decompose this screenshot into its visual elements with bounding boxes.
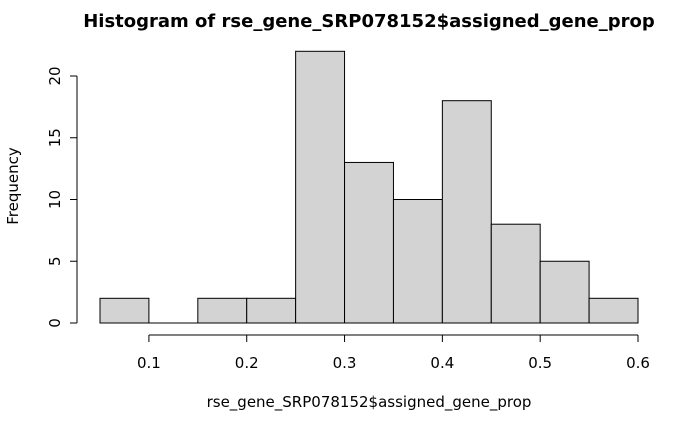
- y-tick-label-0: 0: [46, 318, 64, 328]
- x-axis-label: rse_gene_SRP078152$assigned_gene_prop: [207, 393, 532, 412]
- y-tick-label-2: 10: [46, 190, 64, 209]
- x-tick-label-5: 0.6: [626, 354, 650, 372]
- x-tick-label-1: 0.2: [235, 354, 259, 372]
- x-tick-label-3: 0.4: [430, 354, 454, 372]
- histogram-bar-9: [539, 260, 590, 324]
- y-tick-label-4: 20: [46, 66, 64, 85]
- x-tick-label-2: 0.3: [333, 354, 357, 372]
- histogram-bar-6: [392, 199, 443, 324]
- histogram-bar-8: [490, 223, 541, 324]
- histogram-bars: [99, 50, 639, 324]
- histogram-bar-0: [99, 297, 150, 324]
- histogram-bar-2: [197, 297, 248, 324]
- y-axis-label: Frequency: [4, 147, 22, 225]
- histogram-bar-10: [588, 297, 639, 324]
- histogram-bar-3: [246, 297, 297, 324]
- y-axis: 0 5 10 15 20: [46, 66, 78, 328]
- y-tick-label-3: 15: [46, 128, 64, 147]
- x-tick-label-0: 0.1: [137, 354, 161, 372]
- x-tick-label-4: 0.5: [528, 354, 552, 372]
- chart-title: Histogram of rse_gene_SRP078152$assigned…: [83, 11, 655, 32]
- histogram-bar-5: [344, 161, 394, 324]
- histogram-bar-4: [295, 50, 346, 324]
- histogram-bar-7: [441, 100, 492, 324]
- y-tick-label-1: 5: [46, 256, 64, 266]
- x-axis: 0.1 0.2 0.3 0.4 0.5 0.6: [137, 334, 650, 372]
